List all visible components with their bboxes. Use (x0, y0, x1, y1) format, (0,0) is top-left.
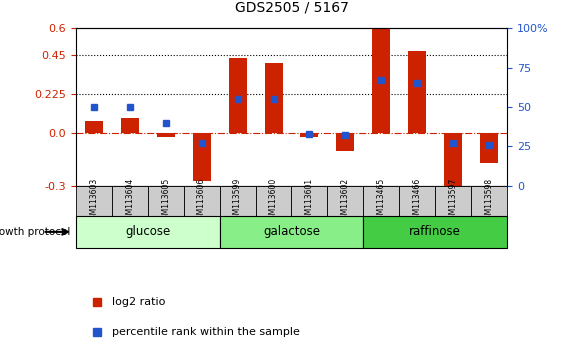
Text: GSM113602: GSM113602 (341, 178, 350, 224)
Text: GSM113605: GSM113605 (161, 178, 170, 224)
Text: GSM113599: GSM113599 (233, 178, 242, 224)
Text: growth protocol: growth protocol (0, 227, 70, 237)
Bar (444, 133, 462, 186)
Bar (363, 186, 399, 216)
Bar (363, 216, 507, 248)
Text: GSM113600: GSM113600 (269, 178, 278, 224)
Bar (265, 63, 283, 133)
Bar (85, 121, 103, 133)
Text: galactose: galactose (263, 225, 320, 238)
Bar (399, 186, 436, 216)
Bar (255, 186, 292, 216)
Text: GSM113606: GSM113606 (197, 178, 206, 224)
Text: GSM113603: GSM113603 (89, 178, 99, 224)
Bar (292, 186, 328, 216)
Bar (112, 186, 147, 216)
Text: log2 ratio: log2 ratio (113, 297, 166, 307)
Text: glucose: glucose (125, 225, 170, 238)
Text: raffinose: raffinose (409, 225, 461, 238)
Bar (76, 216, 220, 248)
Text: GDS2505 / 5167: GDS2505 / 5167 (234, 0, 349, 14)
Text: GSM113465: GSM113465 (377, 178, 386, 224)
Bar (192, 133, 210, 181)
Bar (373, 28, 391, 133)
Bar (121, 118, 139, 133)
Text: GSM113466: GSM113466 (413, 178, 422, 224)
Bar (336, 133, 354, 151)
Text: GSM113598: GSM113598 (484, 178, 494, 224)
Text: GSM113601: GSM113601 (305, 178, 314, 224)
Bar (184, 186, 220, 216)
Bar (328, 186, 363, 216)
Bar (220, 186, 255, 216)
Text: GSM113597: GSM113597 (449, 178, 458, 224)
Bar (76, 186, 112, 216)
Bar (471, 186, 507, 216)
Bar (408, 51, 426, 133)
Bar (157, 133, 175, 137)
Bar (220, 216, 363, 248)
Text: percentile rank within the sample: percentile rank within the sample (113, 327, 300, 337)
Bar (300, 133, 318, 137)
Text: GSM113604: GSM113604 (125, 178, 134, 224)
Bar (229, 58, 247, 133)
Bar (480, 133, 498, 163)
Bar (147, 186, 184, 216)
Bar (436, 186, 471, 216)
